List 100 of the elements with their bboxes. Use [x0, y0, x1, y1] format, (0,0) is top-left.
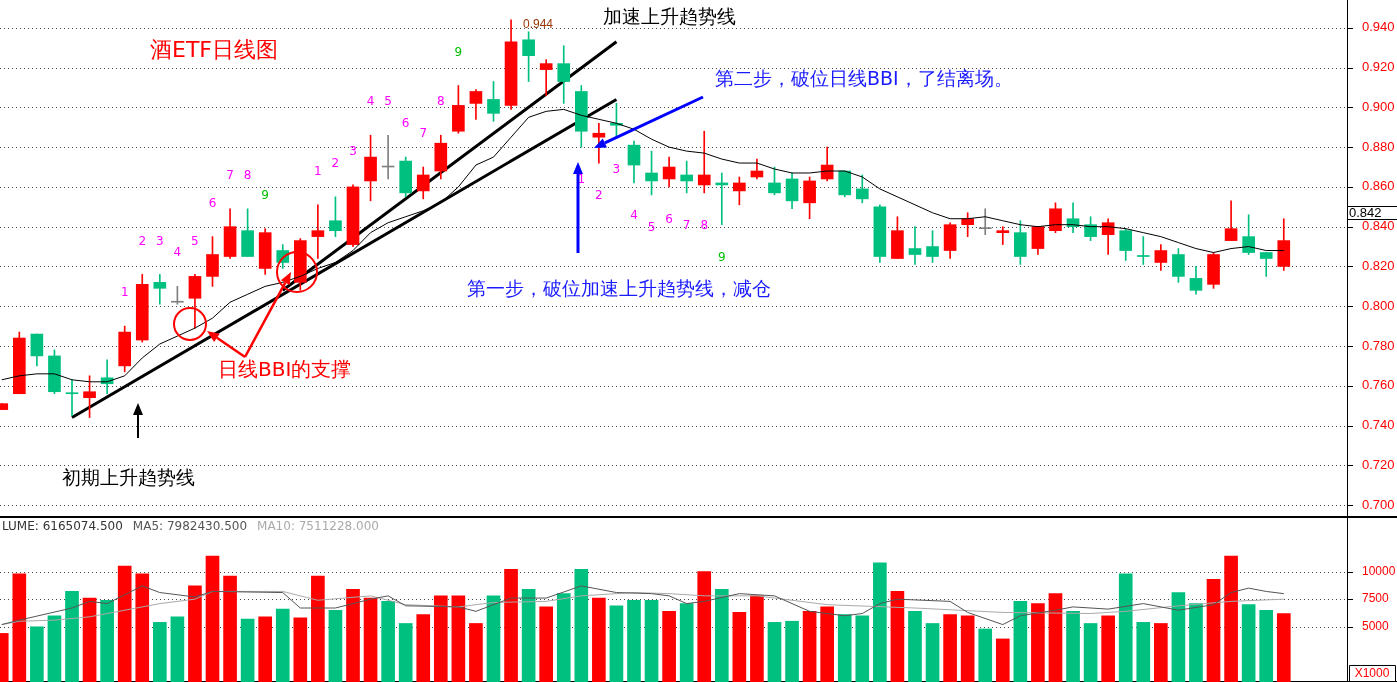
bar [504, 569, 518, 682]
text: 9 [454, 44, 463, 59]
candlestick [1259, 252, 1273, 277]
bar [978, 628, 993, 682]
candlestick [1136, 236, 1150, 265]
bar [188, 585, 202, 682]
bar [311, 575, 325, 682]
bar [644, 599, 659, 682]
y-tick-label: 0.800 [1362, 297, 1395, 313]
bar [679, 603, 694, 682]
text: 6 [208, 195, 217, 210]
bar [293, 617, 308, 682]
text: 1 [577, 172, 586, 187]
text: MA5: 7982430.500 [132, 519, 248, 534]
bar [363, 597, 378, 682]
bar [486, 595, 501, 682]
bar [1101, 615, 1115, 682]
y-tick-label: 0.940 [1362, 19, 1395, 35]
bar [65, 591, 79, 682]
text: 8 [436, 94, 445, 109]
text: 8 [700, 218, 709, 233]
bar [1083, 623, 1098, 682]
text: 8 [243, 167, 252, 182]
bar [275, 608, 290, 682]
bar [346, 588, 360, 682]
text: 3 [612, 162, 621, 177]
text: 7 [682, 218, 691, 233]
text: 9 [261, 187, 270, 202]
bar [398, 623, 413, 682]
text: 3 [155, 233, 164, 248]
bar [627, 599, 641, 682]
text: 1 [314, 163, 322, 178]
bar [240, 618, 255, 682]
annotation: 初期上升趋势线 [62, 465, 195, 488]
y-tick-label: 0.840 [1362, 218, 1395, 234]
candlestick [65, 379, 79, 416]
bar [837, 614, 852, 682]
y-tick-label: 10000 [1362, 563, 1396, 578]
text: 5 [191, 233, 199, 248]
bar [1066, 610, 1080, 682]
bar [82, 597, 97, 682]
bar [556, 593, 571, 682]
candlestick [153, 274, 167, 305]
candlestick [539, 59, 553, 96]
bar [258, 616, 273, 682]
y-tick-label: 0.900 [1362, 98, 1395, 114]
y-tick-label: 0.780 [1362, 337, 1395, 353]
bar [416, 614, 431, 682]
bar [785, 620, 799, 682]
bar [1224, 555, 1238, 682]
bar [1171, 592, 1186, 682]
annotation: 第一步，破位加速上升趋势线，减仓 [467, 276, 771, 299]
y-tick-label: 0.820 [1362, 258, 1395, 274]
text: 5 [384, 94, 392, 109]
text: 2 [595, 188, 603, 203]
chart-title: LUME: 6165074.500 [2, 519, 123, 534]
bar [1154, 623, 1168, 682]
y-axis-title: X1000 [1354, 666, 1390, 681]
bar [539, 606, 554, 682]
y-tick-label: 0.740 [1362, 417, 1395, 433]
y-tick-label: 0.860 [1362, 178, 1395, 194]
bar [152, 622, 167, 682]
bar [960, 615, 975, 682]
bar [574, 569, 589, 682]
text: 2 [138, 233, 147, 248]
text: 3 [349, 144, 357, 159]
bar [1276, 613, 1291, 682]
y-tick-label: 7500 [1362, 591, 1390, 606]
bar [47, 615, 62, 682]
bar [1013, 601, 1028, 682]
bar [451, 595, 466, 682]
text: 6 [665, 212, 673, 227]
bar [1259, 609, 1274, 682]
bar [469, 623, 483, 682]
y-tick-label: 0.760 [1362, 377, 1395, 393]
bar [12, 573, 27, 682]
bar [732, 612, 747, 682]
bar [697, 571, 712, 682]
bar [925, 623, 940, 682]
bar [1136, 622, 1151, 682]
annotation: 0.944 [523, 17, 554, 32]
bar [328, 609, 343, 682]
bar [433, 595, 448, 682]
bar [714, 588, 729, 682]
text: 9 [717, 249, 726, 264]
y-tick-label: 5000 [1362, 619, 1390, 634]
text: 酒ETF日线图 [150, 36, 278, 62]
bar [767, 622, 782, 682]
bar [820, 606, 834, 682]
annotation: 第二步，破位日线BBI，了结离场。 [715, 66, 1013, 89]
bar [592, 597, 606, 682]
bar [521, 588, 536, 682]
bar [1241, 604, 1256, 682]
candlestick [996, 226, 1010, 245]
bar [117, 565, 132, 682]
text: MA10: 7511228.000 [257, 519, 379, 534]
bar [908, 610, 922, 682]
text: 0.842 [1349, 204, 1382, 220]
text: 4 [173, 245, 182, 260]
bar [943, 614, 957, 682]
